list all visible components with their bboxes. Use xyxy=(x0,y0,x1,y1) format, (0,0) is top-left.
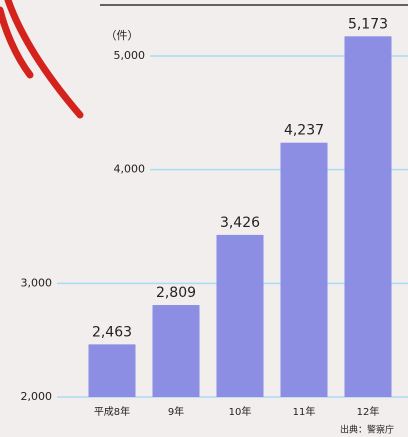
bar xyxy=(88,344,136,397)
value-label: 2,463 xyxy=(92,324,132,340)
y-tick-label: 5,000 xyxy=(114,49,146,62)
value-label: 5,173 xyxy=(348,16,388,32)
value-label: 2,809 xyxy=(156,285,196,301)
decoration xyxy=(0,0,84,119)
x-tick-label: 平成8年 xyxy=(94,405,130,418)
x-tick-label: 11年 xyxy=(293,405,316,418)
unit-label: （件） xyxy=(106,29,139,42)
x-tick-label: 9年 xyxy=(168,405,184,418)
x-tick-label: 10年 xyxy=(229,405,252,418)
y-tick-label: 2,000 xyxy=(21,390,53,403)
bar xyxy=(344,36,392,397)
source: 出典：警察庁 xyxy=(340,424,394,436)
x-tick-label: 12年 xyxy=(357,405,380,418)
y-tick-label: 4,000 xyxy=(114,163,146,176)
bar xyxy=(152,305,200,397)
bar xyxy=(216,234,264,397)
y-tick-label: 3,000 xyxy=(21,276,53,289)
bar xyxy=(280,142,328,397)
value-label: 3,426 xyxy=(220,215,260,231)
value-label: 4,237 xyxy=(284,123,324,139)
